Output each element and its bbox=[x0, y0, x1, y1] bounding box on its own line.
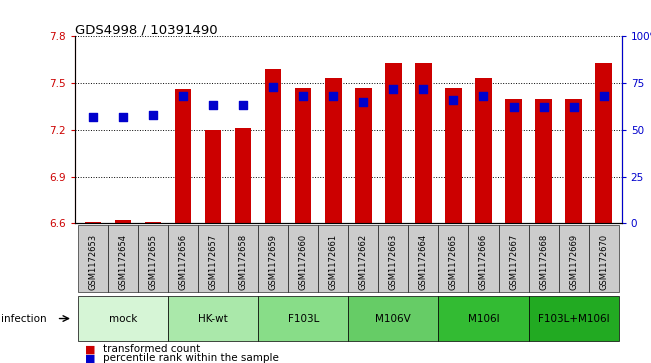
Bar bbox=[505, 99, 522, 223]
Bar bbox=[475, 78, 492, 223]
Point bbox=[268, 84, 279, 90]
Bar bbox=[265, 69, 281, 223]
Point bbox=[478, 93, 489, 99]
Point bbox=[388, 86, 398, 91]
Point bbox=[328, 93, 339, 99]
Text: GSM1172653: GSM1172653 bbox=[89, 234, 98, 290]
Text: GDS4998 / 10391490: GDS4998 / 10391490 bbox=[75, 24, 217, 37]
Bar bbox=[355, 88, 372, 223]
Text: GSM1172668: GSM1172668 bbox=[539, 234, 548, 290]
Bar bbox=[415, 63, 432, 223]
Bar bbox=[445, 88, 462, 223]
Text: GSM1172670: GSM1172670 bbox=[599, 234, 608, 290]
Bar bbox=[174, 89, 191, 223]
Text: GSM1172669: GSM1172669 bbox=[569, 234, 578, 290]
Point bbox=[88, 114, 98, 119]
Bar bbox=[535, 99, 552, 223]
Text: GSM1172661: GSM1172661 bbox=[329, 234, 338, 290]
Text: transformed count: transformed count bbox=[103, 344, 200, 354]
Text: ■: ■ bbox=[85, 353, 95, 363]
Point bbox=[538, 105, 549, 110]
Text: GSM1172656: GSM1172656 bbox=[178, 234, 187, 290]
Bar bbox=[565, 99, 582, 223]
Bar bbox=[85, 222, 101, 223]
Bar bbox=[115, 220, 132, 223]
Text: GSM1172662: GSM1172662 bbox=[359, 234, 368, 290]
Point bbox=[238, 103, 248, 109]
Text: GSM1172665: GSM1172665 bbox=[449, 234, 458, 290]
Point bbox=[449, 97, 459, 103]
Bar bbox=[325, 78, 342, 223]
Point bbox=[118, 114, 128, 119]
Text: GSM1172667: GSM1172667 bbox=[509, 234, 518, 290]
Text: GSM1172663: GSM1172663 bbox=[389, 234, 398, 290]
Text: mock: mock bbox=[109, 314, 137, 323]
Text: GSM1172654: GSM1172654 bbox=[118, 234, 128, 290]
Text: F103L+M106I: F103L+M106I bbox=[538, 314, 609, 323]
Text: M106I: M106I bbox=[467, 314, 499, 323]
Text: GSM1172655: GSM1172655 bbox=[148, 234, 158, 290]
Text: HK-wt: HK-wt bbox=[198, 314, 228, 323]
Point bbox=[418, 86, 428, 91]
Text: percentile rank within the sample: percentile rank within the sample bbox=[103, 353, 279, 363]
Bar bbox=[145, 222, 161, 223]
Text: GSM1172657: GSM1172657 bbox=[208, 234, 217, 290]
Point bbox=[568, 105, 579, 110]
Bar bbox=[295, 88, 311, 223]
Text: ■: ■ bbox=[85, 344, 95, 354]
Point bbox=[178, 93, 188, 99]
Bar bbox=[235, 128, 251, 223]
Point bbox=[298, 93, 309, 99]
Text: GSM1172658: GSM1172658 bbox=[239, 234, 247, 290]
Point bbox=[148, 112, 158, 118]
Text: GSM1172659: GSM1172659 bbox=[269, 234, 278, 290]
Point bbox=[598, 93, 609, 99]
Text: F103L: F103L bbox=[288, 314, 319, 323]
Bar bbox=[205, 130, 221, 223]
Point bbox=[208, 103, 218, 109]
Text: GSM1172664: GSM1172664 bbox=[419, 234, 428, 290]
Text: GSM1172666: GSM1172666 bbox=[479, 234, 488, 290]
Point bbox=[358, 99, 368, 105]
Point bbox=[508, 105, 519, 110]
Text: GSM1172660: GSM1172660 bbox=[299, 234, 308, 290]
Bar bbox=[385, 63, 402, 223]
Bar bbox=[596, 63, 612, 223]
Text: infection: infection bbox=[1, 314, 47, 323]
Text: M106V: M106V bbox=[376, 314, 411, 323]
